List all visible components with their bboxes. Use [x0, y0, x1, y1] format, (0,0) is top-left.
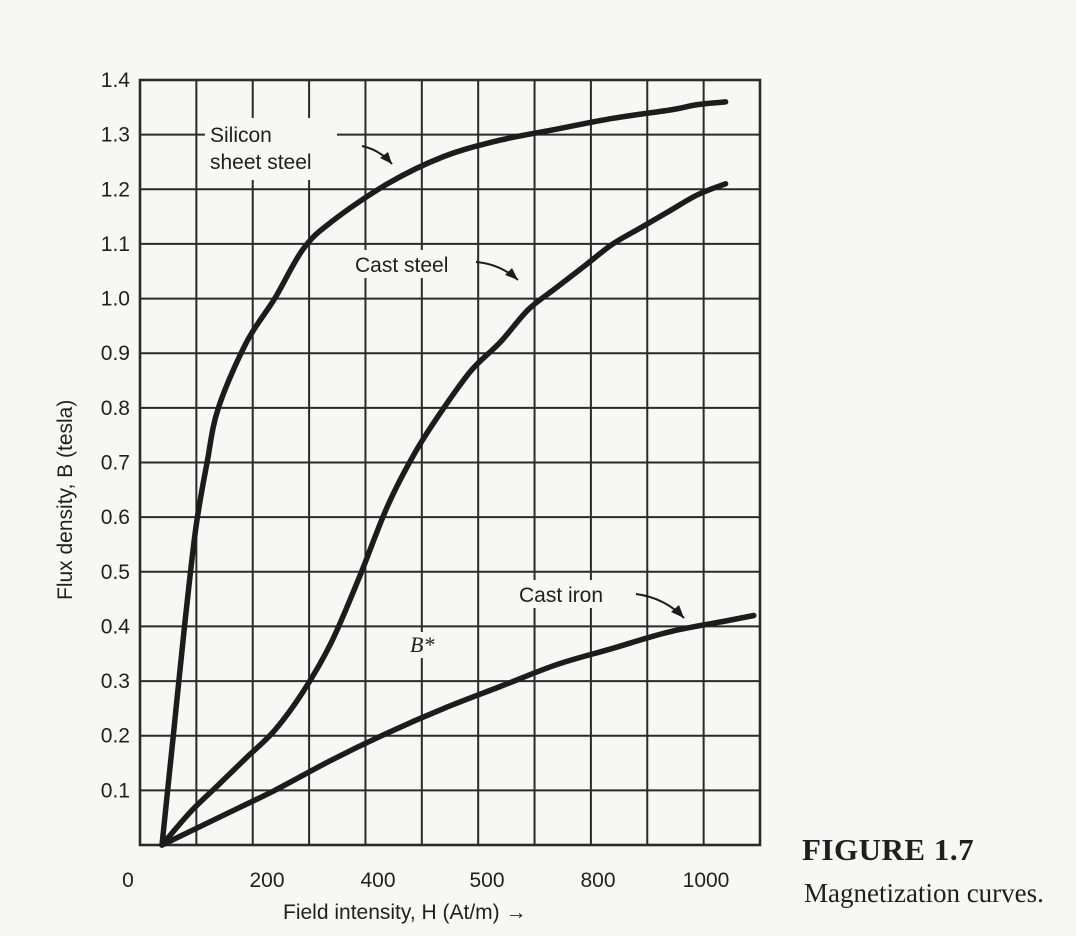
figure-caption: Magnetization curves.: [804, 878, 1044, 908]
cast-iron-arrowhead: [671, 605, 684, 618]
silicon-arrowhead: [380, 152, 392, 164]
y-tick-label: 0.5: [101, 561, 130, 584]
x-tick-label: 400: [360, 869, 395, 892]
y-tick-label: 0.9: [101, 342, 130, 365]
x-tick-label: 200: [249, 869, 284, 892]
cast-steel-arrowhead: [505, 268, 518, 280]
cast-steel-curve: [159, 181, 729, 848]
silicon-label-bg: [205, 118, 337, 180]
b-star-annotation: B*: [410, 632, 434, 657]
silicon-label-line1: Silicon: [210, 124, 272, 147]
tick-labels: 0.1 0.2 0.3 0.4 0.5 0.6 0.7 0.8 0.9 1.0 1.1 1.2 1.3 1…: [101, 69, 730, 892]
y-tick-label: 0.6: [101, 506, 130, 529]
x-tick-label: 500: [469, 869, 504, 892]
x-tick-label: 1000: [683, 869, 730, 892]
y-tick-label: 0.7: [101, 452, 130, 475]
y-tick-label: 0.2: [101, 725, 130, 748]
y-tick-label: 1.2: [101, 178, 130, 201]
grid: [138, 78, 762, 847]
y-tick-label: 1.0: [101, 288, 130, 311]
silicon-sheet-steel-curve: [159, 99, 729, 848]
y-tick-label: 1.1: [101, 233, 130, 256]
y-tick-label: 0.3: [101, 670, 130, 693]
cast-iron-curve: [159, 612, 757, 848]
curve-labels: Silicon sheet steel Cast steel Cast iron: [205, 118, 685, 619]
curves: [159, 99, 757, 848]
b-star-bg: [406, 632, 434, 658]
y-tick-label: 1.3: [101, 124, 130, 147]
cast-iron-label-bg: [514, 580, 626, 608]
figure-title: FIGURE 1.7: [802, 832, 975, 867]
x-axis-label: Field intensity, H (At/m) →: [283, 901, 527, 924]
silicon-label-line2: sheet steel: [210, 151, 312, 174]
x-tick-label: 0: [122, 869, 134, 892]
x-tick-label: 800: [580, 869, 615, 892]
y-tick-label: 0.4: [101, 615, 131, 638]
cast-iron-label: Cast iron: [519, 584, 603, 607]
y-axis-label: Flux density, B (tesla): [54, 400, 77, 600]
cast-steel-label: Cast steel: [355, 254, 448, 277]
y-tick-label: 0.8: [101, 397, 130, 420]
y-tick-label: 1.4: [101, 69, 131, 92]
cast-steel-label-bg: [350, 250, 468, 278]
y-tick-label: 0.1: [101, 779, 130, 802]
